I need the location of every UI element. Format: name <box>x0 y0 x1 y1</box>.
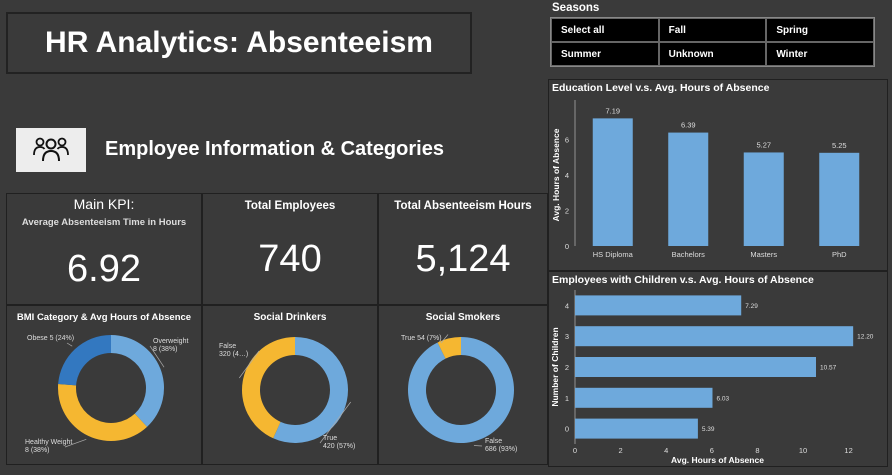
bar-bachelors[interactable] <box>668 132 709 246</box>
donut-slice-false[interactable] <box>242 337 295 439</box>
season-option-spring[interactable]: Spring <box>766 18 874 42</box>
x-axis-title: Avg. Hours of Absence <box>671 455 764 465</box>
smokers-chart-title: Social Smokers <box>425 312 501 323</box>
donut-slice-true[interactable] <box>437 337 461 359</box>
hbar-value-label: 12.20 <box>857 334 874 341</box>
y-tick-label: 2 <box>565 207 569 216</box>
y-tick-label: 6 <box>565 136 569 145</box>
season-option-select-all[interactable]: Select all <box>551 18 659 42</box>
donut-label-false: False 686 (93%) <box>485 438 517 453</box>
donut-leader-line <box>66 342 73 347</box>
bar-masters[interactable] <box>743 152 784 246</box>
seasons-label: Seasons <box>552 2 600 14</box>
main-kpi-value: 6.92 <box>67 248 141 290</box>
y-category-label: 2 <box>565 363 569 372</box>
hbar-children-4[interactable] <box>575 295 742 316</box>
donut-slice-false[interactable] <box>408 337 514 443</box>
hbar-value-label: 7.29 <box>745 303 758 310</box>
y-category-label: 3 <box>565 332 569 341</box>
y-tick-label: 0 <box>565 242 569 251</box>
hbar-children-0[interactable] <box>575 418 698 439</box>
donut-leader-line <box>149 345 165 368</box>
donut-slice-overweight[interactable] <box>111 335 164 427</box>
section-title: Employee Information & Categories <box>105 138 444 160</box>
x-tick-label: 6 <box>710 446 714 455</box>
main-kpi-label: Main KPI: <box>73 196 135 212</box>
drinkers-chart-card: Social Drinkers True 420 (57%) False 320 (4… <box>202 305 378 465</box>
x-category-label: HS Diploma <box>593 250 634 259</box>
donut-leader-line <box>440 334 449 344</box>
bar-value-label: 6.39 <box>681 121 696 130</box>
y-category-label: 1 <box>565 394 569 403</box>
x-tick-label: 10 <box>799 446 807 455</box>
x-tick-label: 2 <box>619 446 623 455</box>
donut-label-obese: Obese 5 (24%) <box>27 335 74 342</box>
total-hours-card: Total Absenteeism Hours 5,124 <box>378 193 548 305</box>
x-tick-label: 4 <box>664 446 668 455</box>
donut-leader-line <box>64 439 87 448</box>
y-category-label: 4 <box>565 301 569 310</box>
donut-slice-true[interactable] <box>273 337 348 443</box>
season-option-winter[interactable]: Winter <box>766 42 874 66</box>
hbar-value-label: 5.39 <box>702 426 715 433</box>
children-chart-card: Employees with Children v.s. Avg. Hours … <box>548 271 888 467</box>
people-group-icon <box>16 128 86 172</box>
children-chart-title: Employees with Children v.s. Avg. Hours … <box>552 274 814 286</box>
total-hours-label: Total Absenteeism Hours <box>394 200 532 212</box>
y-axis-title: Avg. Hours of Absence <box>551 128 561 221</box>
main-kpi-card: Main KPI: Average Absenteeism Time in Ho… <box>6 193 202 305</box>
season-option-fall[interactable]: Fall <box>658 18 767 42</box>
y-category-label: 0 <box>565 425 569 434</box>
season-option-summer[interactable]: Summer <box>551 42 659 66</box>
y-tick-label: 4 <box>565 171 569 180</box>
x-tick-label: 8 <box>755 446 759 455</box>
smokers-donut-chart: False 686 (93%) True 54 (7%) <box>401 334 517 453</box>
hbar-children-1[interactable] <box>575 387 713 408</box>
drinkers-donut-chart: True 420 (57%) False 320 (4…) <box>219 337 355 450</box>
bmi-chart-title: BMI Category & Avg Hours of Absence <box>16 312 192 323</box>
children-bar-chart: 7.29 4 12.20 3 10.57 2 6.03 1 5.39 0 0 2 4 6 8 10 12 Avg.… <box>550 290 874 465</box>
drinkers-chart-title: Social Drinkers <box>253 312 327 323</box>
donut-leader-line <box>319 401 352 444</box>
hbar-children-2[interactable] <box>575 357 816 377</box>
donut-label-true: True 420 (57%) <box>323 435 355 450</box>
bar-value-label: 5.27 <box>756 140 771 149</box>
hbar-value-label: 10.57 <box>820 365 837 372</box>
x-category-label: Bachelors <box>672 250 706 259</box>
education-chart-title: Education Level v.s. Avg. Hours of Absen… <box>552 82 770 94</box>
donut-label-true: True 54 (7%) <box>401 335 442 342</box>
hbar-value-label: 6.03 <box>716 395 729 402</box>
x-category-label: PhD <box>832 250 847 259</box>
donut-label-false: False 320 (4…) <box>219 343 248 358</box>
education-bar-chart: 0 2 4 6 Avg. Hours of Absence 7.19 HS Diploma 6… <box>551 100 860 259</box>
smokers-chart-card: Social Smokers False 686 (93%) True 54 (7%… <box>378 305 548 465</box>
seasons-slicer: Select all Fall Spring Summer Unknown Wi… <box>550 17 875 67</box>
donut-slice-healthy-weight[interactable] <box>57 384 148 441</box>
total-employees-card: Total Employees 740 <box>202 193 378 305</box>
season-option-unknown[interactable]: Unknown <box>658 42 767 66</box>
donut-label-healthy-weight: Healthy Weight 8 (38%) <box>25 439 72 454</box>
bar-hs-diploma[interactable] <box>592 118 633 246</box>
donut-leader-line <box>238 350 260 379</box>
hbar-children-3[interactable] <box>575 326 854 347</box>
total-hours-value: 5,124 <box>415 238 511 280</box>
bar-phd[interactable] <box>819 152 860 246</box>
donut-slice-obese[interactable] <box>58 335 111 386</box>
donut-label-overweight: Overweight 8 (38%) <box>153 338 188 353</box>
total-employees-label: Total Employees <box>244 200 336 212</box>
main-kpi-sublabel: Average Absenteeism Time in Hours <box>21 217 187 228</box>
x-tick-label: 0 <box>573 446 577 455</box>
dashboard-title: HR Analytics: Absenteeism <box>6 12 472 74</box>
bmi-chart-card: BMI Category & Avg Hours of Absence Over… <box>6 305 202 465</box>
y-axis-title: Number of Children <box>550 327 560 406</box>
education-chart-card: Education Level v.s. Avg. Hours of Absen… <box>548 79 888 271</box>
bar-value-label: 5.25 <box>832 141 847 150</box>
total-employees-value: 740 <box>258 238 322 280</box>
x-category-label: Masters <box>750 250 777 259</box>
x-tick-label: 12 <box>844 446 852 455</box>
bmi-donut-chart: Overweight 8 (38%) Healthy Weight 8 (38%) Ob… <box>25 335 188 454</box>
bar-value-label: 7.19 <box>605 106 620 115</box>
